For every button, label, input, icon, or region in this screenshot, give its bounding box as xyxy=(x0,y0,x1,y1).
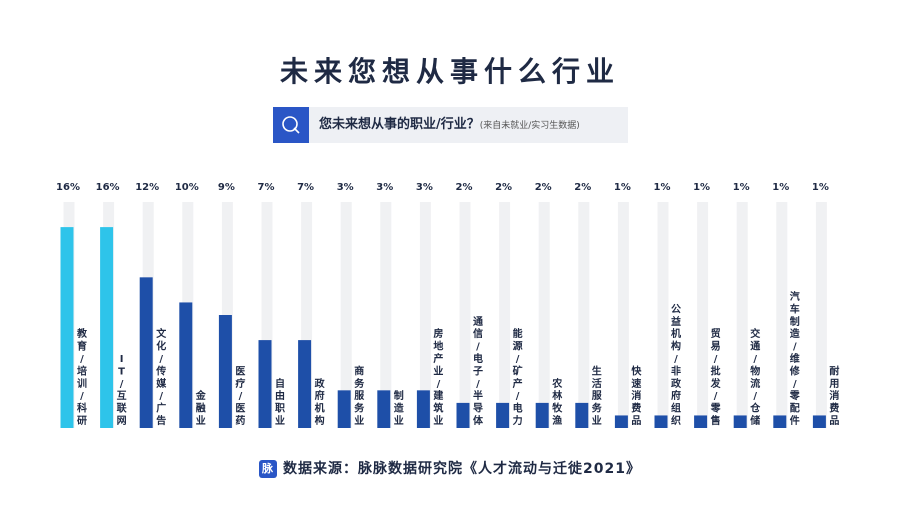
bar-track xyxy=(657,202,669,428)
bar xyxy=(60,227,74,428)
question-note: (来自未就业/实习生数据) xyxy=(479,121,580,131)
bar-track xyxy=(380,202,392,428)
category-label: 通信/电子/半导体 xyxy=(473,316,484,427)
value-label: 1% xyxy=(693,182,710,193)
question-icon xyxy=(273,107,309,143)
bar-track xyxy=(301,202,313,428)
category-label: 教育/培训/科研 xyxy=(76,327,88,427)
bar-track xyxy=(459,202,471,428)
value-label: 2% xyxy=(574,182,591,193)
bar xyxy=(694,415,708,428)
bar xyxy=(654,415,668,428)
bar xyxy=(258,340,272,428)
category-label: 制造业 xyxy=(394,389,405,427)
category-label: 汽车制造/维修/零配件 xyxy=(789,290,801,427)
category-label: I T/互联网 xyxy=(117,354,127,427)
bar xyxy=(575,402,589,428)
category-label: 耐用消费品 xyxy=(828,364,839,427)
bar xyxy=(496,402,510,428)
category-label: 生活服务业 xyxy=(592,364,603,427)
bar xyxy=(456,402,470,428)
value-label: 1% xyxy=(812,182,829,193)
source-text: 数据来源：脉脉数据研究院《人才流动与迁徙2021》 xyxy=(283,461,641,477)
category-label: 政府机构 xyxy=(315,377,326,427)
category-label: 医疗/医药 xyxy=(235,365,245,427)
value-label: 1% xyxy=(772,182,789,193)
value-label: 3% xyxy=(416,182,433,193)
bar xyxy=(773,415,787,428)
value-label: 1% xyxy=(733,182,750,193)
bar-track xyxy=(617,202,629,428)
category-label: 能源/矿产/电力 xyxy=(513,327,523,427)
bar-track xyxy=(697,202,709,428)
category-label: 商务服务业 xyxy=(354,364,365,427)
value-label: 1% xyxy=(614,182,631,193)
footer-source: 脉数据来源：脉脉数据研究院《人才流动与迁徙2021》 xyxy=(0,458,900,478)
bar xyxy=(416,390,430,428)
bar xyxy=(614,415,628,428)
bar xyxy=(812,415,826,428)
bar-track xyxy=(340,202,352,428)
category-label: 交通/物流/仓储 xyxy=(749,327,761,427)
value-label: 10% xyxy=(175,182,199,193)
bar xyxy=(337,390,351,428)
maimai-logo-icon: 脉 xyxy=(259,460,278,478)
bar xyxy=(218,315,232,428)
value-label: 2% xyxy=(495,182,512,193)
question-banner: 您未来想从事的职业/行业？(来自未就业/实习生数据) xyxy=(273,107,628,143)
bar xyxy=(535,402,549,428)
category-label: 快速消费品 xyxy=(630,364,642,427)
category-label: 文化/传媒/广告 xyxy=(155,327,167,427)
bar xyxy=(298,340,312,428)
value-label: 7% xyxy=(297,182,314,193)
bar-track xyxy=(776,202,788,428)
value-label: 2% xyxy=(535,182,552,193)
bar xyxy=(100,227,114,428)
value-label: 2% xyxy=(456,182,473,193)
bar xyxy=(179,302,193,428)
category-label: 公益机构/非政府组织 xyxy=(671,303,682,427)
category-label: 金融业 xyxy=(195,389,207,427)
bar-track xyxy=(815,202,827,428)
value-label: 12% xyxy=(135,182,159,193)
chart-title: 未来您想从事什么行业 xyxy=(279,55,620,88)
value-label: 16% xyxy=(56,182,80,193)
value-label: 1% xyxy=(654,182,671,193)
bar-track xyxy=(578,202,590,428)
category-label: 贸易/批发/零售 xyxy=(710,327,722,427)
bar xyxy=(733,415,747,428)
bar xyxy=(377,390,391,428)
value-label: 3% xyxy=(376,182,393,193)
question-main: 您未来想从事的职业/行业？ xyxy=(319,117,480,132)
value-label: 16% xyxy=(96,182,120,193)
bar-track xyxy=(261,202,273,428)
bar-track xyxy=(419,202,431,428)
bar-track xyxy=(538,202,550,428)
category-label: 自由职业 xyxy=(275,377,285,427)
value-label: 7% xyxy=(258,182,275,193)
category-label: 农林牧渔 xyxy=(551,377,563,427)
category-label: 房地产业/建筑业 xyxy=(432,327,444,427)
bar xyxy=(139,277,153,428)
question-text: 您未来想从事的职业/行业？(来自未就业/实习生数据) xyxy=(319,107,580,143)
value-label: 3% xyxy=(337,182,354,193)
bar-track xyxy=(736,202,748,428)
value-label: 9% xyxy=(218,182,235,193)
bar-track xyxy=(499,202,511,428)
